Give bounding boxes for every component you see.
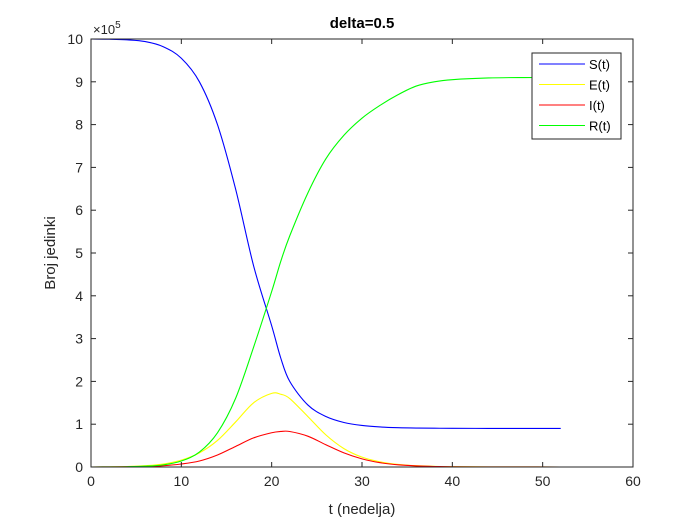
x-tick-label: 0 (87, 473, 95, 489)
x-tick-label: 40 (445, 473, 461, 489)
legend-label-s: S(t) (589, 57, 610, 72)
y-tick-label: 3 (75, 331, 83, 347)
y-tick-label: 7 (75, 159, 83, 175)
x-tick-label: 60 (625, 473, 641, 489)
y-tick-label: 1 (75, 416, 83, 432)
legend: S(t) E(t) I(t) R(t) (531, 52, 622, 140)
y-tick-label: 6 (75, 202, 83, 218)
series-line-i (90, 430, 561, 468)
y-tick-label: 2 (75, 373, 83, 389)
x-tick-label: 50 (535, 473, 551, 489)
y-tick-label: 10 (67, 31, 83, 47)
y-axis-exponent-power: 5 (115, 20, 121, 31)
x-tick-label: 10 (174, 473, 190, 489)
y-tick-label: 0 (75, 459, 83, 475)
y-tick-label: 4 (75, 288, 83, 304)
y-axis: 0 1 2 3 4 5 6 7 8 9 10 (67, 31, 633, 475)
legend-label-i: I(t) (589, 98, 605, 113)
series-layer (90, 38, 561, 468)
series-line-s (90, 38, 561, 430)
y-tick-label: 8 (75, 117, 83, 133)
legend-label-r: R(t) (589, 119, 611, 134)
y-axis-exponent: ×105 (93, 20, 121, 37)
series-line-r (90, 76, 561, 468)
chart-title: delta=0.5 (330, 15, 395, 32)
x-axis: 0 10 20 30 40 50 60 (87, 39, 641, 489)
x-axis-label: t (nedelja) (329, 501, 396, 518)
y-axis-label: Broj jedinki (42, 216, 59, 289)
y-axis-exponent-base: ×10 (93, 22, 115, 37)
legend-box (531, 52, 622, 140)
x-tick-label: 30 (354, 473, 370, 489)
y-tick-label: 5 (75, 245, 83, 261)
y-tick-label: 9 (75, 74, 83, 90)
legend-label-e: E(t) (589, 78, 610, 93)
x-tick-label: 20 (264, 473, 280, 489)
